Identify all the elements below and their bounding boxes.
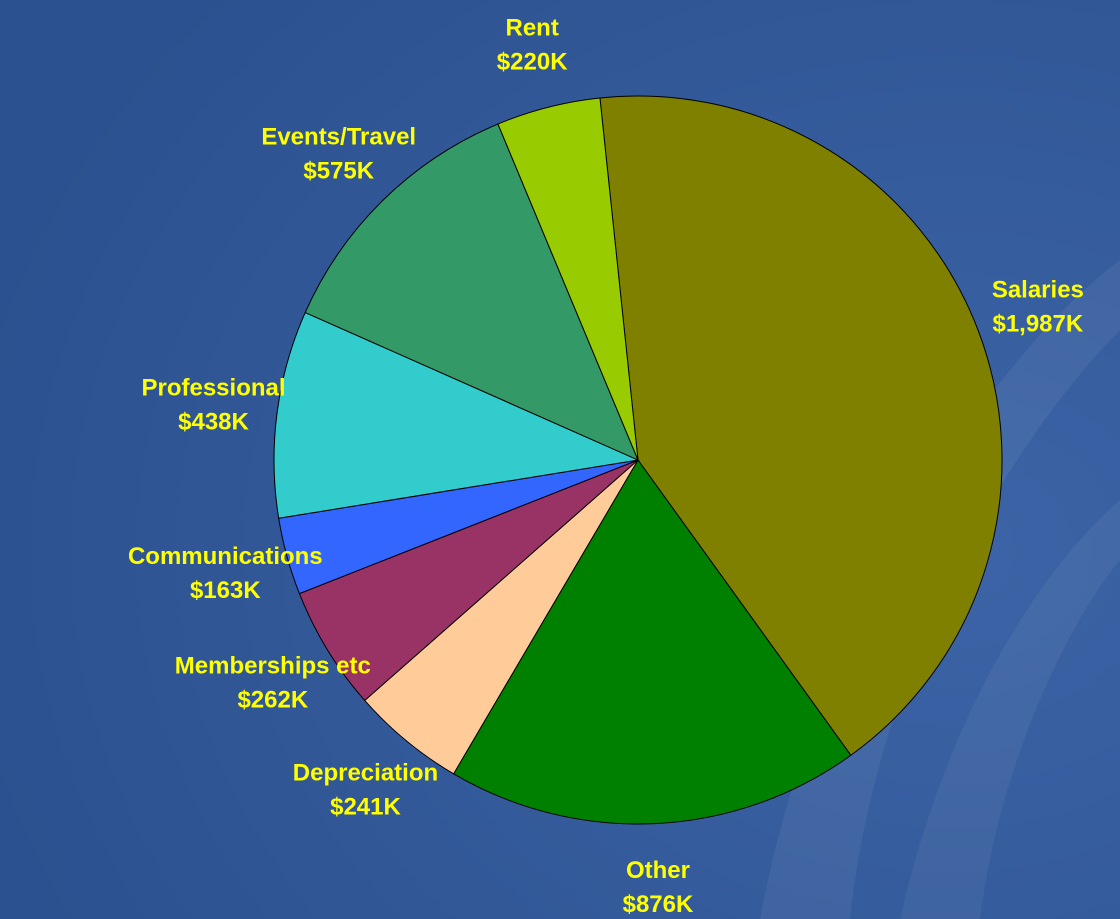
decor-swoosh: [900, 500, 1120, 919]
slice-value-label: $241K: [330, 793, 401, 820]
slice-value-label: $575K: [303, 157, 374, 184]
slice-label: Rent: [505, 15, 558, 42]
slice-label: Communications: [128, 543, 323, 570]
slice-label: Events/Travel: [261, 123, 416, 150]
slice-value-label: $220K: [497, 49, 568, 76]
slice-value-label: $438K: [178, 409, 249, 436]
pie-slice: [304, 123, 639, 461]
pie: [273, 95, 1003, 825]
slice-value-label: $163K: [190, 577, 261, 604]
pie-slice: [452, 459, 852, 825]
pie-slice: [599, 95, 1003, 756]
slice-value-label: $262K: [237, 687, 308, 714]
slice-label: Professional: [141, 375, 285, 402]
slice-label: Depreciation: [293, 759, 438, 786]
pie-slice: [497, 97, 639, 461]
slice-value-label: $876K: [623, 891, 694, 918]
slice-value-label: $1,987K: [992, 311, 1083, 338]
slice-label: Other: [626, 857, 690, 884]
slice-label: Salaries: [992, 277, 1084, 304]
pie-slice: [273, 311, 640, 519]
slice-label: Memberships etc: [175, 653, 371, 680]
